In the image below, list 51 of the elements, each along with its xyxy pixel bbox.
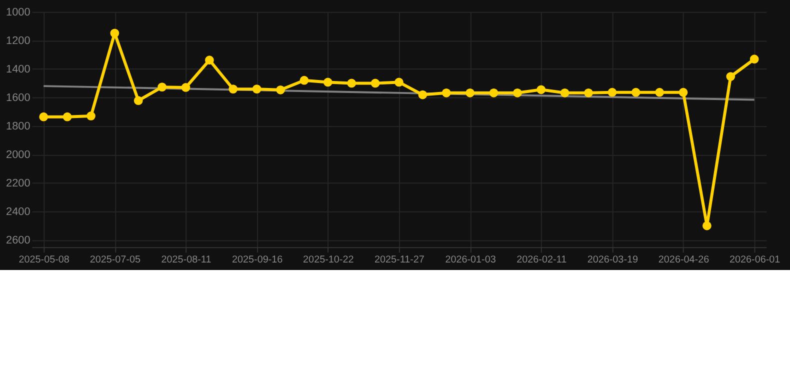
point <box>86 112 96 120</box>
point <box>584 88 593 98</box>
point <box>276 85 285 94</box>
point <box>347 78 356 88</box>
x-tick-label: 2025-08-11 <box>161 254 212 266</box>
y-tick-label: 1800 <box>6 120 30 132</box>
point <box>489 88 498 98</box>
point <box>702 221 712 230</box>
point <box>442 88 451 98</box>
y-tick-label: 1600 <box>6 92 30 104</box>
point <box>560 88 570 98</box>
x-tick-label: 2026-03-19 <box>587 254 639 266</box>
point <box>631 88 640 97</box>
point <box>726 72 736 81</box>
x-tick-label: 2025-09-16 <box>232 254 284 266</box>
point <box>394 78 404 87</box>
x-tick-label: 2026-04-26 <box>658 254 710 266</box>
y-tick-label: 2400 <box>6 206 30 218</box>
point <box>300 76 309 85</box>
x-tick-label: 2026-06-01 <box>729 254 781 266</box>
point <box>39 112 48 122</box>
x-tick-label: 2026-02-11 <box>516 254 568 266</box>
y-tick-label: 1200 <box>6 34 30 47</box>
y-tick-label: 1000 <box>6 6 30 18</box>
x-tick-label: 2025-10-22 <box>303 254 354 266</box>
point <box>655 88 664 97</box>
x-tick-label: 2026-01-03 <box>445 254 496 266</box>
point <box>370 78 380 88</box>
point <box>158 82 166 92</box>
x-tick-label: 2025-11-27 <box>374 254 425 266</box>
point <box>228 84 238 94</box>
point <box>181 83 190 92</box>
point <box>750 54 759 64</box>
point <box>205 56 214 65</box>
point <box>466 88 474 98</box>
point <box>62 112 72 122</box>
point <box>678 88 688 97</box>
point <box>536 85 546 94</box>
y-tick-label: 2600 <box>6 234 30 246</box>
y-tick-label: 2000 <box>6 148 30 161</box>
point <box>252 84 262 94</box>
x-tick-label: 2025-07-05 <box>90 254 141 266</box>
y-tick-label: 2200 <box>6 177 30 190</box>
x-tick-label: 2025-05-08 <box>18 254 70 266</box>
point <box>323 78 332 87</box>
point <box>608 88 617 97</box>
point <box>418 90 428 100</box>
point <box>512 88 522 98</box>
point <box>134 96 143 106</box>
y-tick-label: 1400 <box>6 63 30 76</box>
point <box>110 28 120 38</box>
